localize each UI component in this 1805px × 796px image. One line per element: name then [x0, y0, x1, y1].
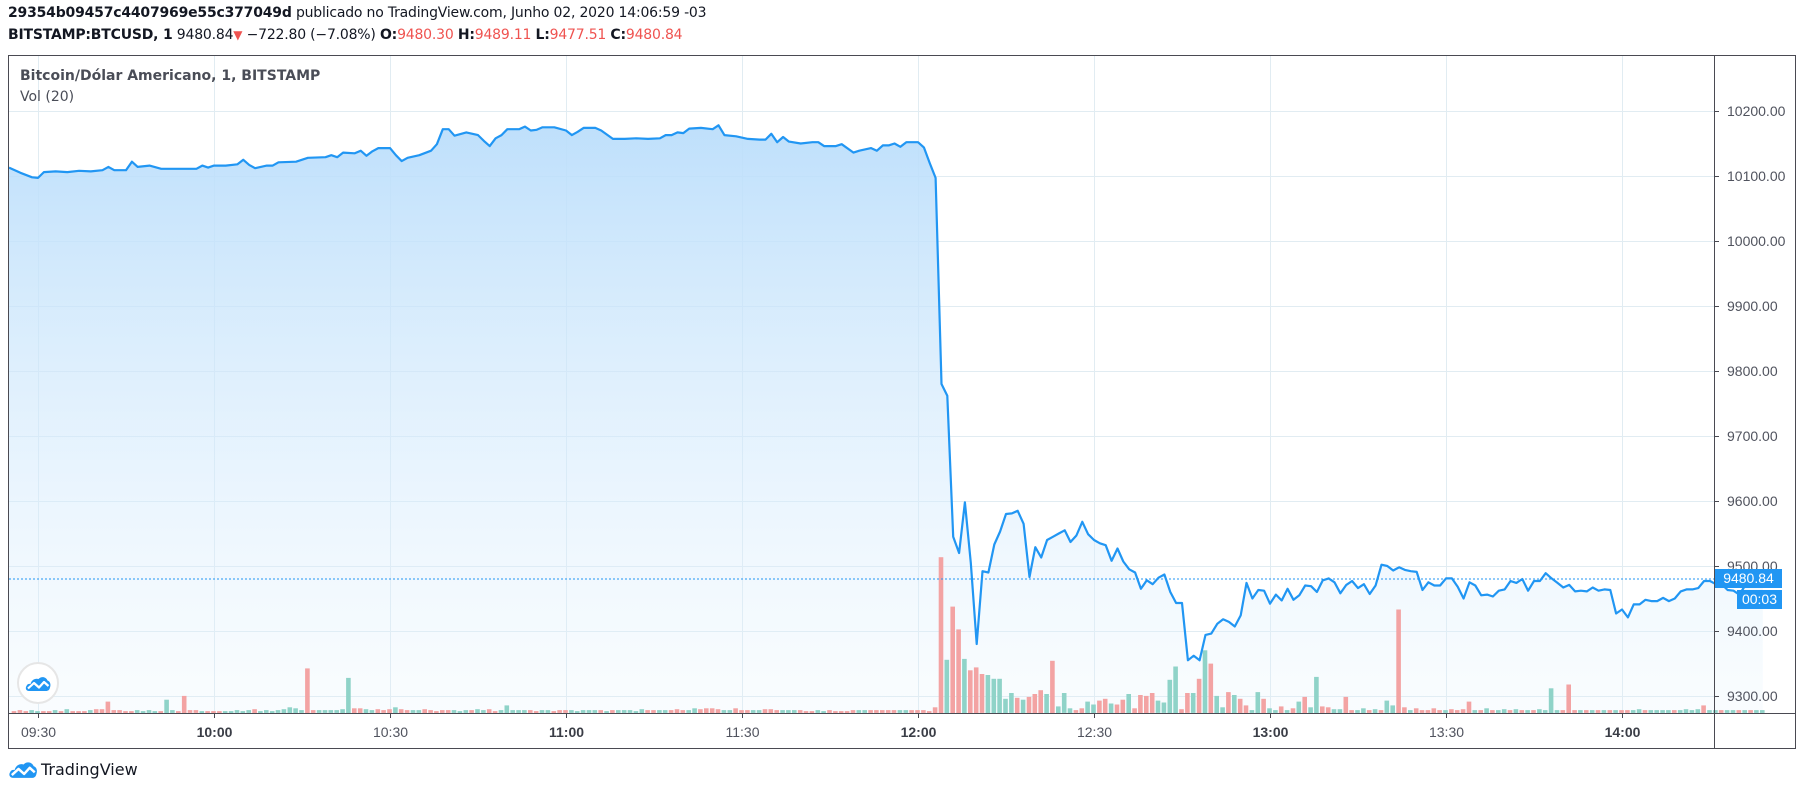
- time-tick-label: 12:00: [900, 724, 937, 740]
- price-tick-label: 10100.00: [1727, 167, 1786, 184]
- price-line: [8, 124, 1763, 662]
- tradingview-cloud-icon: [9, 762, 37, 778]
- price-tick-label: 9300.00: [1727, 687, 1778, 704]
- tradingview-logo-button[interactable]: [17, 662, 59, 704]
- time-tick-label: 13:00: [1252, 724, 1289, 740]
- price-tick-label: 9900.00: [1727, 297, 1778, 314]
- low-label: L:: [535, 27, 550, 43]
- volume-bars: [11, 557, 1765, 714]
- down-arrow-icon: ▼: [233, 28, 243, 42]
- published-text: publicado no TradingView.com, Junho 02, …: [295, 5, 707, 21]
- chart-legend-title[interactable]: Bitcoin/Dólar Americano, 1, BITSTAMP: [20, 68, 321, 84]
- bar-countdown-label: 00:03: [1737, 589, 1782, 609]
- publication-info: 29354b09457c4407969e55c377049d publicado…: [8, 5, 707, 21]
- time-tick-label: 11:30: [725, 724, 760, 740]
- chart-frame: [8, 55, 1796, 749]
- price-tick-label: 10000.00: [1727, 232, 1786, 249]
- price-tick-label: 10200.00: [1727, 102, 1786, 119]
- price-change: −722.80 (−7.08%): [246, 27, 376, 43]
- time-tick-label: 10:00: [196, 724, 233, 740]
- symbol-info: BITSTAMP:BTCUSD, 1 9480.84▼ −722.80 (−7.…: [8, 27, 683, 43]
- time-tick-label: 10:30: [372, 724, 409, 740]
- time-tick-label: 12:30: [1076, 724, 1113, 740]
- price-tick-label: 9800.00: [1727, 362, 1778, 379]
- price-chart[interactable]: [8, 55, 1796, 749]
- price-tick-label: 9400.00: [1727, 622, 1778, 639]
- price-tick-label: 9700.00: [1727, 427, 1778, 444]
- last-price: 9480.84: [176, 27, 234, 43]
- time-tick-label: 14:00: [1604, 724, 1641, 740]
- price-tick-label: 9600.00: [1727, 492, 1778, 509]
- time-tick-label: 09:30: [20, 724, 57, 740]
- current-price-label: 9480.84: [1715, 568, 1782, 588]
- volume-legend[interactable]: Vol (20): [20, 89, 75, 105]
- brand-name: TradingView: [41, 760, 138, 779]
- publisher-id: 29354b09457c4407969e55c377049d: [8, 5, 292, 21]
- time-tick-label: 11:00: [548, 724, 585, 740]
- high-value: 9489.11: [474, 27, 532, 43]
- time-tick-label: 13:30: [1428, 724, 1465, 740]
- high-label: H:: [457, 27, 475, 43]
- close-value: 9480.84: [625, 27, 683, 43]
- symbol: BITSTAMP:BTCUSD, 1: [8, 27, 173, 43]
- open-label: O:: [379, 27, 398, 43]
- open-value: 9480.30: [397, 27, 454, 43]
- tradingview-brand[interactable]: TradingView: [8, 760, 138, 779]
- close-label: C:: [610, 27, 626, 43]
- price-area: [9, 125, 1763, 714]
- axis-ticks: [38, 111, 1719, 718]
- tradingview-cloud-icon: [25, 676, 51, 691]
- low-value: 9477.51: [549, 27, 607, 43]
